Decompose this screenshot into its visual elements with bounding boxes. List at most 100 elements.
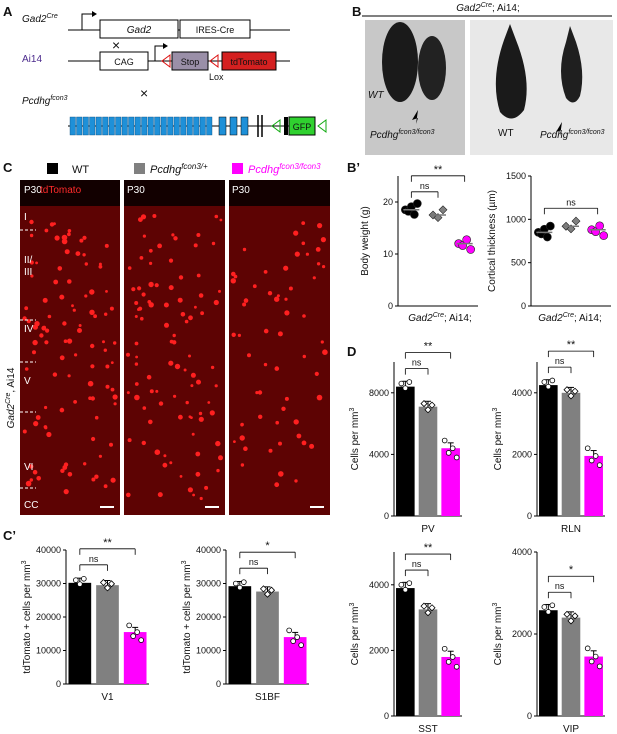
tdtomato-cell	[242, 247, 247, 252]
data-point	[420, 602, 428, 610]
tdtomato-cell	[173, 394, 177, 398]
lox-label: Lox	[209, 72, 224, 82]
tdtomato-cell	[77, 328, 82, 333]
tdtomato-cell	[29, 478, 33, 482]
tdtomato-cell	[67, 232, 71, 237]
y-tick-label: 4000	[512, 388, 532, 398]
data-point	[441, 437, 448, 444]
data-point	[596, 462, 603, 468]
tdtomato-cell	[237, 333, 241, 337]
data-point	[241, 579, 247, 585]
y-axis-label: Body weight (g)	[360, 206, 371, 275]
neuropil-signal	[124, 206, 225, 515]
data-point	[545, 609, 552, 615]
bar	[396, 386, 415, 516]
data-point	[563, 386, 571, 394]
panel-label-d: D	[347, 344, 356, 359]
photo-1-mut-label: Pcdhgfcon3/fcon3	[370, 129, 435, 141]
tdtomato-cell	[172, 333, 176, 338]
tdtomato-cell	[25, 480, 32, 487]
chart-RLN: 0 2000 4000 Cells per mm3 RLN ns**	[492, 339, 605, 535]
data-point	[588, 658, 595, 665]
tdtomato-cell	[268, 448, 273, 453]
tdtomato-cell	[24, 367, 29, 371]
tdtomato-cell	[196, 379, 201, 385]
ai14-line-label: Ai14	[22, 54, 42, 65]
y-tick-label: 10	[383, 249, 393, 259]
tdtomato-cell	[322, 265, 326, 269]
data-point	[402, 385, 409, 391]
frt-site-2	[317, 119, 327, 133]
gad2-exon-box	[99, 19, 179, 39]
tdtomato-cell	[293, 230, 299, 236]
tdtomato-cell	[47, 314, 52, 319]
tdtomato-cell	[83, 462, 87, 466]
chart-PV: 0 4000 8000 Cells per mm3 PV ns**	[349, 341, 462, 535]
y-tick-label: 0	[521, 301, 526, 311]
tdtomato-cell	[127, 266, 132, 270]
tdtomato-cell	[60, 468, 65, 473]
tdtomato-cell	[104, 312, 108, 316]
ires-cre-box	[179, 19, 251, 39]
variable-exon	[199, 116, 206, 136]
tdtomato-cell	[158, 401, 164, 406]
variable-exon	[167, 116, 174, 136]
tdtomato-cell	[42, 297, 48, 303]
tdtomato-cell	[73, 400, 77, 404]
data-point	[428, 401, 436, 409]
tdtomato-cell	[134, 362, 139, 366]
data-point	[588, 457, 595, 464]
tdtomato-cell	[162, 462, 168, 468]
tdtomato-cell	[135, 355, 139, 359]
tdtomato-cell	[284, 297, 288, 301]
tdtomato-cell	[43, 425, 48, 429]
arrow-icon	[412, 110, 418, 124]
variable-exon	[193, 116, 200, 136]
wt-mouse-silhouette	[382, 22, 418, 102]
bar	[256, 591, 279, 684]
photo-header: Gad2Cre; Ai14;	[456, 2, 520, 14]
tdtomato-cell	[317, 223, 323, 229]
pcdhg-3prime-block	[284, 117, 288, 135]
data-point	[406, 580, 413, 586]
data-point	[134, 629, 140, 635]
sig-label: ns	[89, 554, 99, 564]
data-point	[596, 663, 603, 670]
y-tick-label: 2000	[512, 449, 532, 459]
panel-label-b-prime: B’	[347, 160, 360, 175]
tdtomato-cell	[196, 233, 201, 237]
x-axis-label: VIP	[563, 724, 579, 734]
tdtomato-cell	[247, 353, 251, 358]
constant-exon-1	[218, 116, 227, 136]
tdtomato-cell	[79, 238, 84, 243]
y-tick-label: 8000	[369, 388, 389, 398]
tdtomato-cell	[168, 360, 174, 366]
tdtomato-cell	[105, 290, 108, 293]
tdtomato-cell	[243, 446, 248, 452]
tdtomato-cell	[216, 468, 220, 473]
tdtomato-cell	[148, 248, 153, 253]
tdtomato-cell	[257, 390, 263, 395]
y-tick-label: 10000	[196, 646, 221, 656]
data-point	[107, 580, 116, 588]
data-point	[445, 450, 452, 456]
micrograph-1-stain: tdTomato	[40, 185, 82, 196]
tdtomato-cell	[239, 435, 245, 441]
tdtomato-cell	[148, 302, 154, 308]
tdtomato-cell	[183, 368, 187, 372]
tdtomato-cell	[138, 306, 143, 311]
tdtomato-cell	[283, 265, 289, 271]
constant-exon-3	[240, 116, 249, 136]
tdtomato-cell	[193, 243, 198, 248]
tdtomato-cell	[169, 461, 173, 465]
tdtomato-cell	[301, 221, 306, 226]
sig-label: **	[424, 542, 433, 554]
tdtomato-cell	[98, 454, 102, 458]
y-axis-label-superscript: 3	[492, 408, 499, 412]
tdtomato-cell	[233, 274, 238, 279]
x-axis-label: RLN	[561, 524, 581, 535]
tdtomato-cell	[198, 293, 204, 298]
tdtomato-cell	[57, 266, 63, 271]
variable-exon	[206, 116, 213, 136]
